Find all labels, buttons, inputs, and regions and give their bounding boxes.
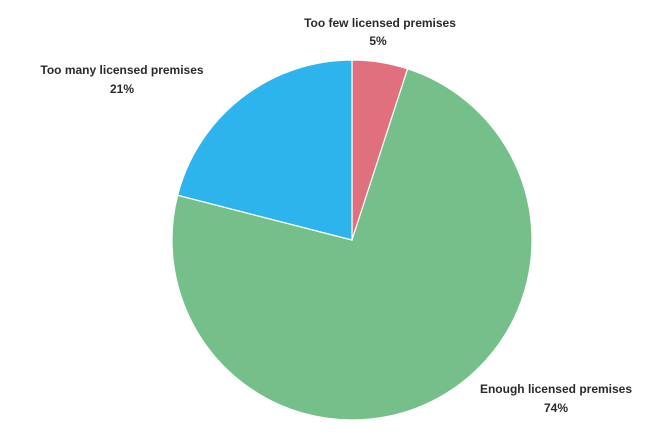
slice-value-enough: 74% — [544, 401, 568, 415]
pie-slice-too-many-licensed-premises — [176, 59, 353, 241]
slice-value-too-many: 21% — [110, 82, 134, 96]
pie-slice-enough-licensed-premises — [171, 68, 533, 421]
pie-labels: Too few licensed premises 5% Too many li… — [40, 16, 632, 415]
slice-label-too-few: Too few licensed premises — [304, 16, 456, 30]
pie-slices — [171, 59, 533, 421]
slice-label-enough: Enough licensed premises — [480, 382, 632, 396]
slice-label-too-many: Too many licensed premises — [40, 63, 203, 77]
slice-value-too-few: 5% — [369, 34, 387, 48]
